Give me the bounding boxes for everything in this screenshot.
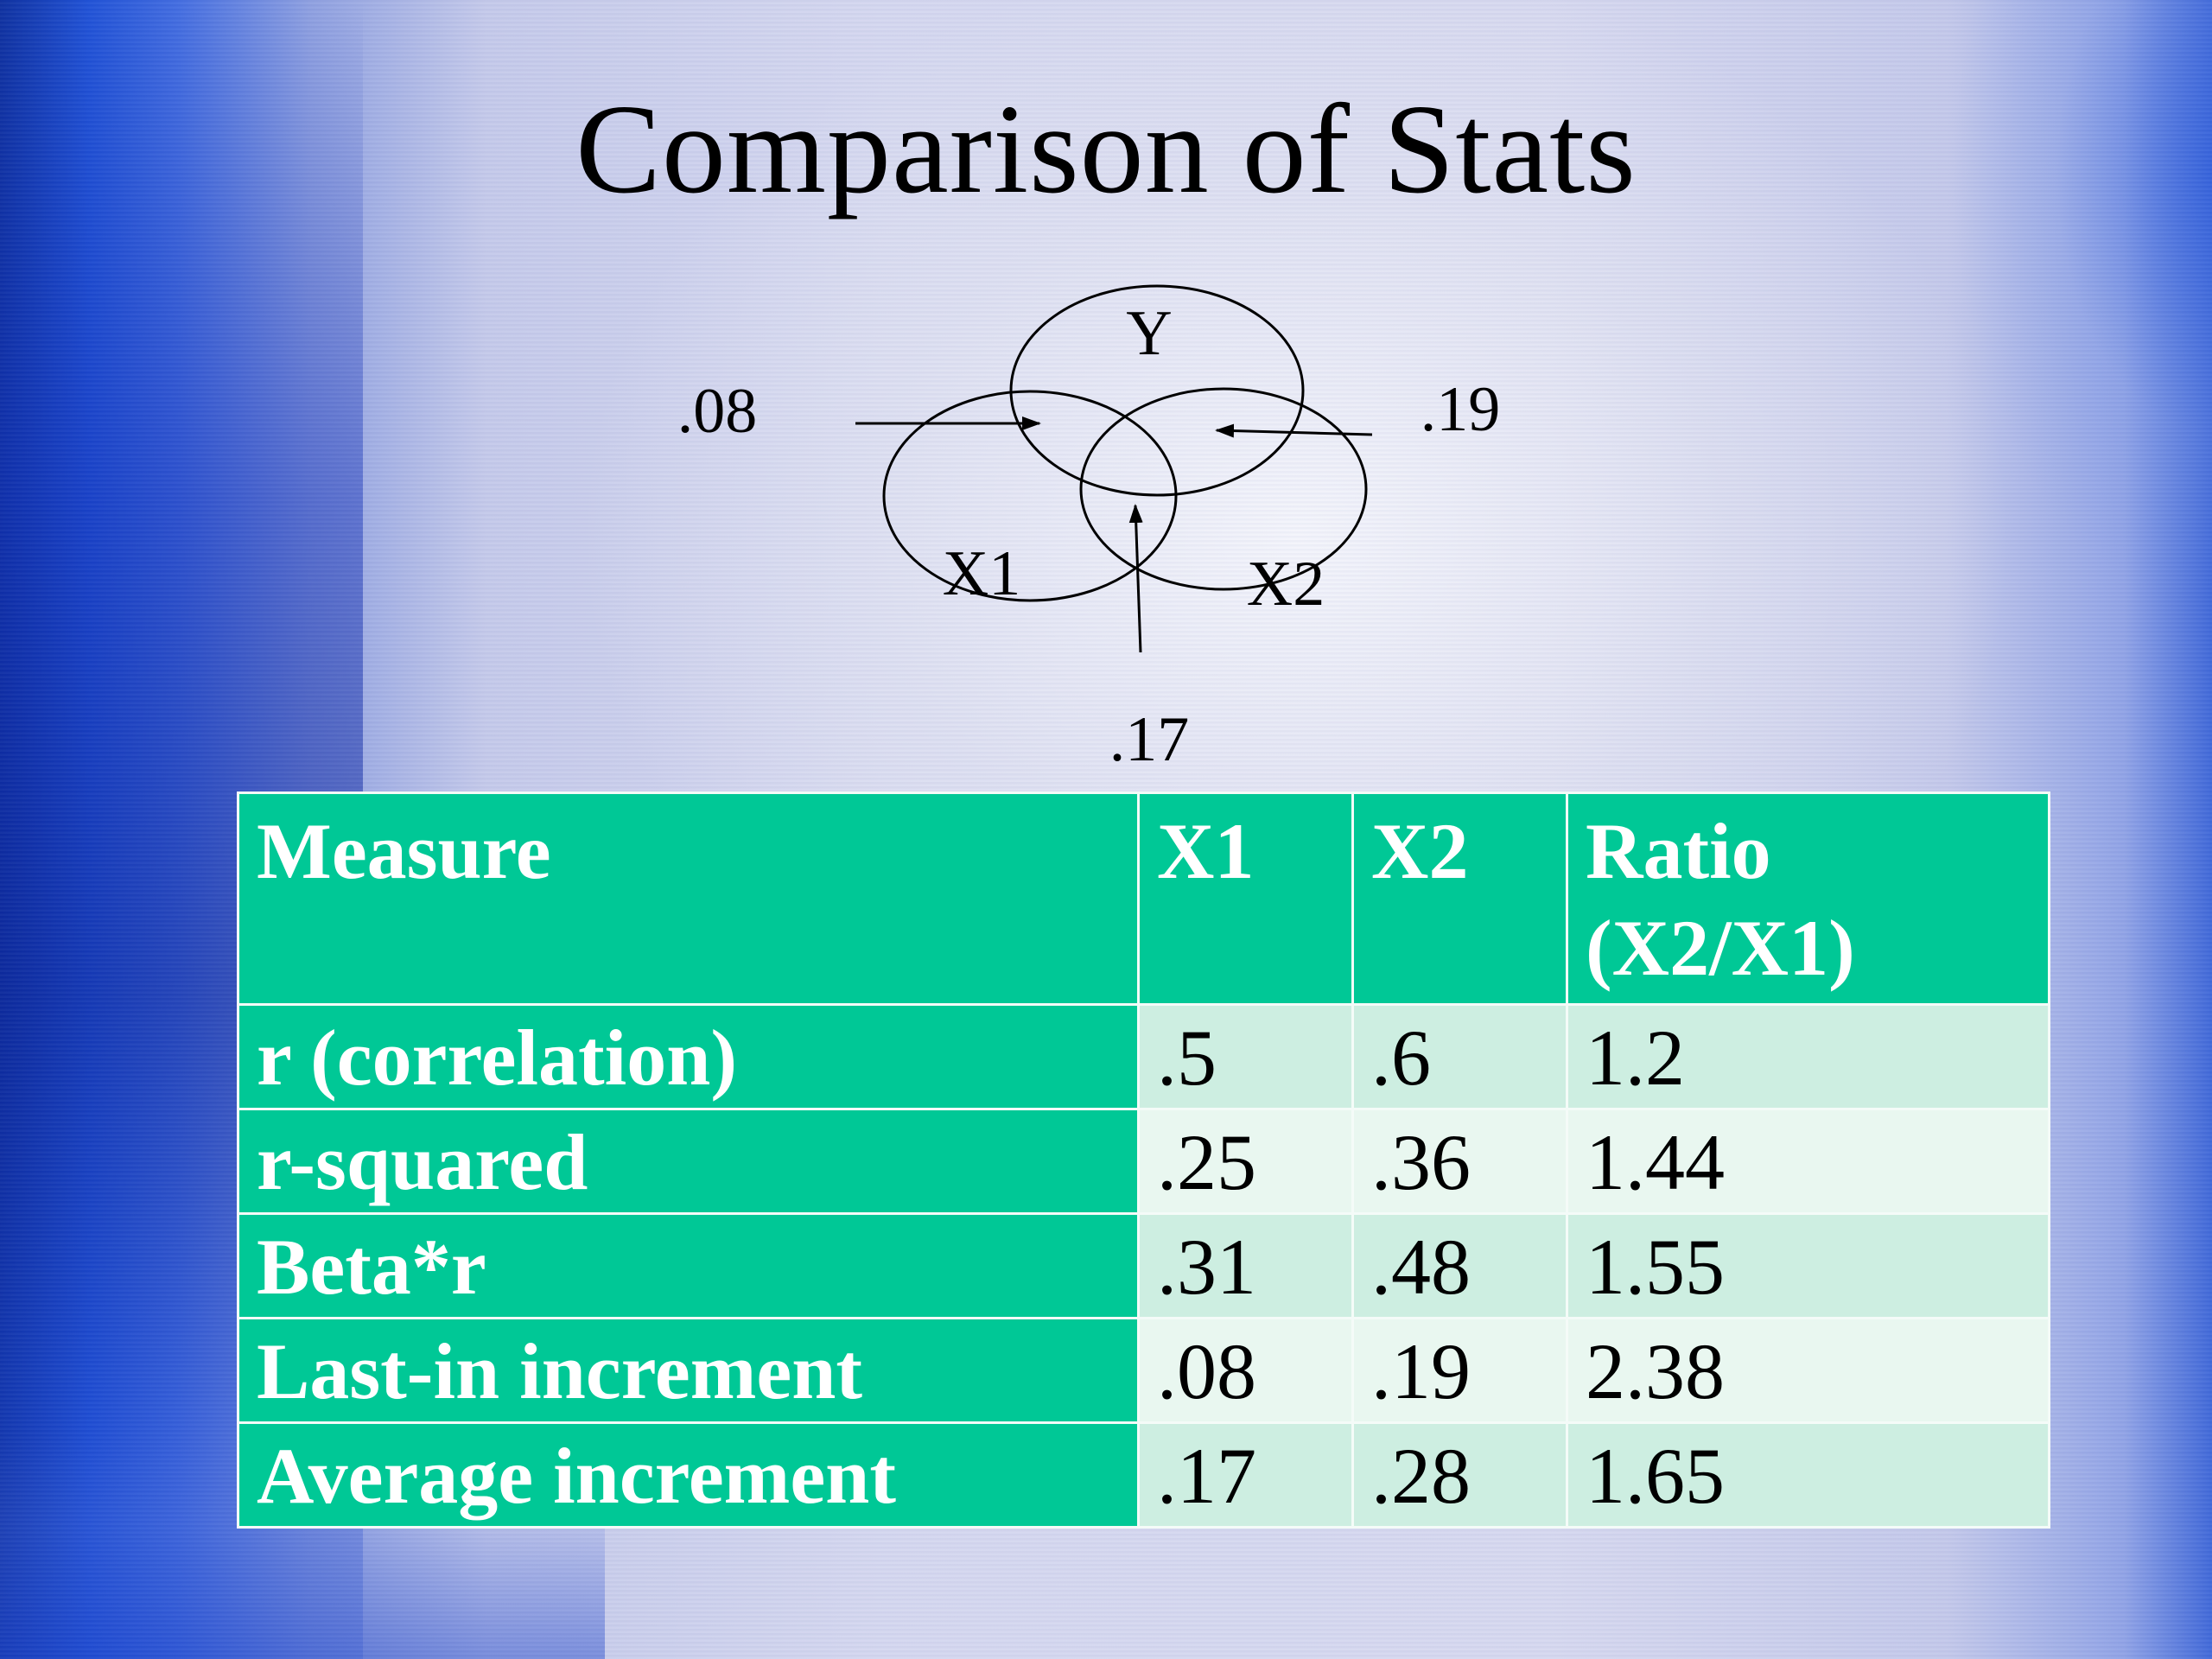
- cell-ratio: 1.55: [1566, 1212, 2050, 1319]
- header-ratio: Ratio (X2/X1): [1566, 791, 2050, 1006]
- table-row: Last-in increment .08 .19 2.38: [237, 1317, 2050, 1424]
- cell-measure: r (correlation): [237, 1003, 1140, 1110]
- table-row: r-squared .25 .36 1.44: [237, 1108, 2050, 1215]
- value-label-shared: .17: [1109, 704, 1190, 775]
- cell-x1: .31: [1137, 1212, 1354, 1319]
- value-label-x1-unique: .08: [677, 376, 758, 447]
- slide-title: Comparison of Stats: [575, 79, 1637, 220]
- cell-x1: .5: [1137, 1003, 1354, 1110]
- table-header-row: Measure X1 X2 Ratio (X2/X1): [237, 791, 2050, 1006]
- header-x1: X1: [1137, 791, 1354, 1006]
- cell-x2: .28: [1351, 1421, 1568, 1529]
- circle-y: [1009, 284, 1305, 497]
- circle-x1: [882, 390, 1178, 602]
- cell-measure: r-squared: [237, 1108, 1140, 1215]
- circle-label-x2: X2: [1247, 549, 1325, 620]
- cell-x1: .17: [1137, 1421, 1354, 1529]
- cell-measure: Last-in increment: [237, 1317, 1140, 1424]
- cell-x2: .48: [1351, 1212, 1568, 1319]
- stats-table: Measure X1 X2 Ratio (X2/X1) r (correlati…: [237, 791, 2050, 1529]
- cell-x2: .36: [1351, 1108, 1568, 1215]
- value-label-x2-unique: .19: [1421, 374, 1501, 445]
- circle-label-y: Y: [1126, 298, 1172, 369]
- circle-label-x1: X1: [943, 538, 1020, 609]
- cell-x1: .25: [1137, 1108, 1354, 1215]
- cell-ratio: 1.65: [1566, 1421, 2050, 1529]
- cell-measure: Average increment: [237, 1421, 1140, 1529]
- header-x2: X2: [1351, 791, 1568, 1006]
- cell-x2: .6: [1351, 1003, 1568, 1110]
- cell-x2: .19: [1351, 1317, 1568, 1424]
- cell-ratio: 1.44: [1566, 1108, 2050, 1215]
- arrow-shared: [1128, 504, 1143, 653]
- circle-x2: [1079, 387, 1368, 591]
- table-row: Beta*r .31 .48 1.55: [237, 1212, 2050, 1319]
- cell-ratio: 1.2: [1566, 1003, 2050, 1110]
- arrow-x2-unique: [1215, 423, 1373, 438]
- cell-x1: .08: [1137, 1317, 1354, 1424]
- table-row: r (correlation) .5 .6 1.2: [237, 1003, 2050, 1110]
- table-row: Average increment .17 .28 1.65: [237, 1421, 2050, 1529]
- cell-ratio: 2.38: [1566, 1317, 2050, 1424]
- cell-measure: Beta*r: [237, 1212, 1140, 1319]
- venn-diagram: Y X1 X2 .08 .19 .17: [677, 284, 1501, 775]
- header-measure: Measure: [237, 791, 1140, 1006]
